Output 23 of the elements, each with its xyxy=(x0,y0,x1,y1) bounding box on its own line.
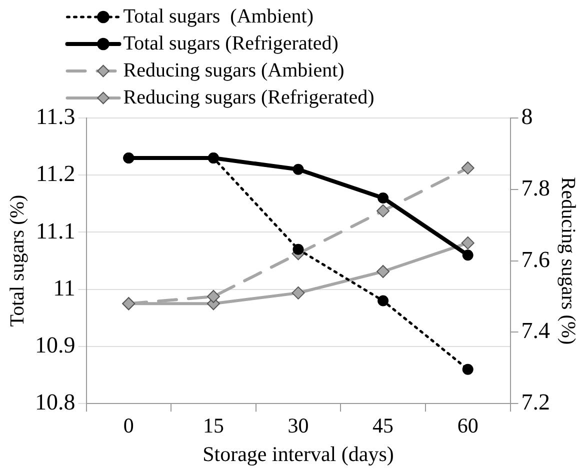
y2-tick-label: 7.4 xyxy=(521,318,550,344)
x-tick-label: 15 xyxy=(202,414,224,438)
y2-tick-label: 8 xyxy=(521,104,533,130)
y-tick-label: 11.1 xyxy=(36,218,76,244)
y-tick-label: 11.2 xyxy=(36,161,76,186)
y-axis-title: Total sugars (%) xyxy=(6,194,28,327)
y-tick-label: 11 xyxy=(53,275,76,300)
y-tick-label: 10.9 xyxy=(35,332,76,358)
legend-label: Total sugars (Ambient) xyxy=(123,5,314,28)
y2-tick-label: 7.8 xyxy=(521,175,550,200)
x-tick-label: 0 xyxy=(123,414,134,438)
legend-label: Reducing sugars (Refrigerated) xyxy=(123,86,374,108)
y2-tick-label: 7.6 xyxy=(521,246,550,272)
legend-label: Total sugars (Refrigerated) xyxy=(123,32,338,54)
x-tick-label: 30 xyxy=(288,414,309,438)
x-axis-title: Storage interval (days) xyxy=(202,442,394,466)
x-tick-label: 60 xyxy=(457,414,478,438)
x-tick-label: 45 xyxy=(372,414,394,438)
y2-tick-label: 7.2 xyxy=(521,390,550,415)
y-tick-label: 11.3 xyxy=(36,104,76,130)
y2-axis-title: Reducing sugars (%) xyxy=(556,176,579,345)
legend-label: Reducing sugars (Ambient) xyxy=(123,59,344,82)
y-tick-label: 10.8 xyxy=(35,390,76,415)
